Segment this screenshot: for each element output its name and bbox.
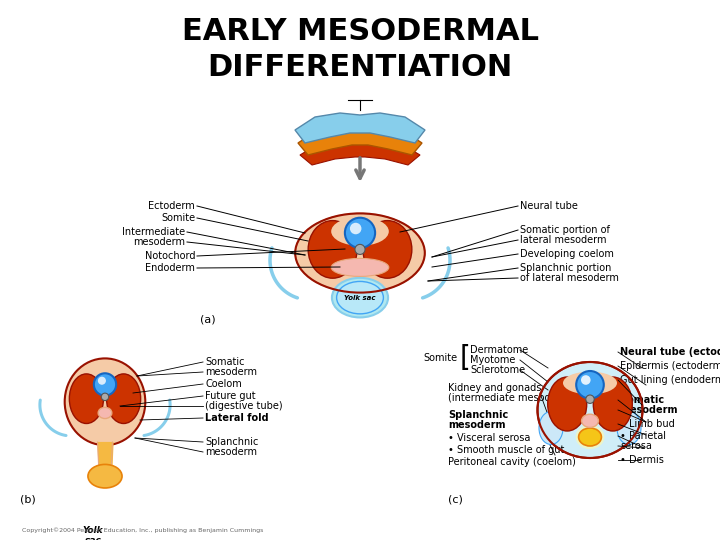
Text: Developing coelom: Developing coelom — [520, 249, 614, 259]
Ellipse shape — [538, 362, 642, 458]
Ellipse shape — [575, 425, 604, 449]
Polygon shape — [300, 140, 420, 165]
Text: Somite: Somite — [424, 353, 458, 363]
Ellipse shape — [332, 278, 388, 318]
Text: Gut lining (endoderm): Gut lining (endoderm) — [620, 375, 720, 385]
Text: Somatic: Somatic — [205, 357, 245, 367]
Ellipse shape — [308, 221, 357, 278]
Ellipse shape — [345, 218, 375, 248]
Text: (intermediate mesoderm): (intermediate mesoderm) — [448, 393, 574, 403]
Text: Yolk: Yolk — [83, 526, 103, 535]
Ellipse shape — [337, 281, 384, 314]
Ellipse shape — [98, 407, 112, 419]
Text: mesoderm: mesoderm — [205, 447, 257, 457]
Circle shape — [355, 245, 365, 254]
Text: DIFFERENTIATION: DIFFERENTIATION — [207, 53, 513, 83]
Text: mesoderm: mesoderm — [205, 367, 257, 377]
Text: (digestive tube): (digestive tube) — [205, 401, 283, 411]
Text: of lateral mesoderm: of lateral mesoderm — [520, 273, 619, 283]
Text: lateral mesoderm: lateral mesoderm — [520, 235, 606, 245]
Ellipse shape — [69, 374, 104, 423]
Ellipse shape — [107, 374, 140, 423]
Text: Neural tube: Neural tube — [520, 201, 578, 211]
Text: • Dermis: • Dermis — [620, 455, 664, 465]
Text: Somatic: Somatic — [620, 395, 664, 405]
Text: Notochord: Notochord — [145, 251, 195, 261]
Text: Intermediate: Intermediate — [122, 227, 185, 237]
Ellipse shape — [88, 464, 122, 488]
Text: Splanchnic: Splanchnic — [448, 410, 508, 420]
Text: Somite: Somite — [161, 213, 195, 223]
Text: serosa: serosa — [620, 441, 652, 451]
Text: Kidney and gonads: Kidney and gonads — [448, 383, 541, 393]
Ellipse shape — [331, 217, 389, 246]
Text: Future gut: Future gut — [205, 391, 256, 401]
Text: Epidermis (ectoderm): Epidermis (ectoderm) — [620, 361, 720, 371]
Text: Somatic portion of: Somatic portion of — [520, 225, 610, 235]
Ellipse shape — [579, 428, 601, 446]
Ellipse shape — [582, 414, 598, 427]
Text: sac: sac — [84, 536, 102, 540]
Text: Lateral fold: Lateral fold — [205, 413, 269, 423]
Text: Dermatome: Dermatome — [470, 345, 528, 355]
Text: mesoderm: mesoderm — [620, 405, 678, 415]
Text: [: [ — [460, 344, 471, 372]
Circle shape — [102, 393, 109, 401]
Ellipse shape — [576, 371, 604, 399]
Ellipse shape — [98, 377, 106, 384]
Ellipse shape — [65, 359, 145, 445]
Ellipse shape — [363, 221, 412, 278]
Text: • Parietal: • Parietal — [620, 431, 666, 441]
Ellipse shape — [581, 375, 590, 385]
Text: Endoderm: Endoderm — [145, 263, 195, 273]
Text: (b): (b) — [20, 495, 36, 505]
Text: Copyright©2004 Pearson Education, Inc., publishing as Benjamin Cummings: Copyright©2004 Pearson Education, Inc., … — [22, 527, 264, 533]
Circle shape — [586, 395, 594, 403]
Text: • Smooth muscle of gut: • Smooth muscle of gut — [448, 445, 564, 455]
Ellipse shape — [331, 259, 389, 276]
Ellipse shape — [295, 213, 425, 293]
Text: Splanchnic portion: Splanchnic portion — [520, 263, 611, 273]
Polygon shape — [295, 113, 425, 143]
Text: Myotome: Myotome — [470, 355, 516, 365]
Ellipse shape — [539, 411, 563, 444]
Text: Yolk sac: Yolk sac — [344, 295, 376, 301]
Text: Neural tube (ectoderm): Neural tube (ectoderm) — [620, 347, 720, 357]
Ellipse shape — [593, 377, 632, 431]
Text: Splanchnic: Splanchnic — [205, 437, 258, 447]
Ellipse shape — [350, 223, 361, 234]
Text: mesoderm: mesoderm — [448, 420, 505, 430]
Text: • Limb bud: • Limb bud — [620, 419, 675, 429]
Text: Ectoderm: Ectoderm — [148, 201, 195, 211]
Ellipse shape — [548, 377, 587, 431]
Text: • Visceral serosa: • Visceral serosa — [448, 433, 531, 443]
Ellipse shape — [617, 411, 641, 444]
Text: Coelom: Coelom — [205, 379, 242, 389]
Text: mesoderm: mesoderm — [133, 237, 185, 247]
Text: EARLY MESODERMAL: EARLY MESODERMAL — [181, 17, 539, 46]
Polygon shape — [298, 127, 422, 155]
Text: (a): (a) — [200, 315, 215, 325]
Text: (c): (c) — [448, 495, 463, 505]
Ellipse shape — [563, 372, 617, 394]
Text: Peritoneal cavity (coelom): Peritoneal cavity (coelom) — [448, 457, 576, 467]
Ellipse shape — [94, 373, 116, 396]
Text: Sclerotome: Sclerotome — [470, 365, 525, 375]
